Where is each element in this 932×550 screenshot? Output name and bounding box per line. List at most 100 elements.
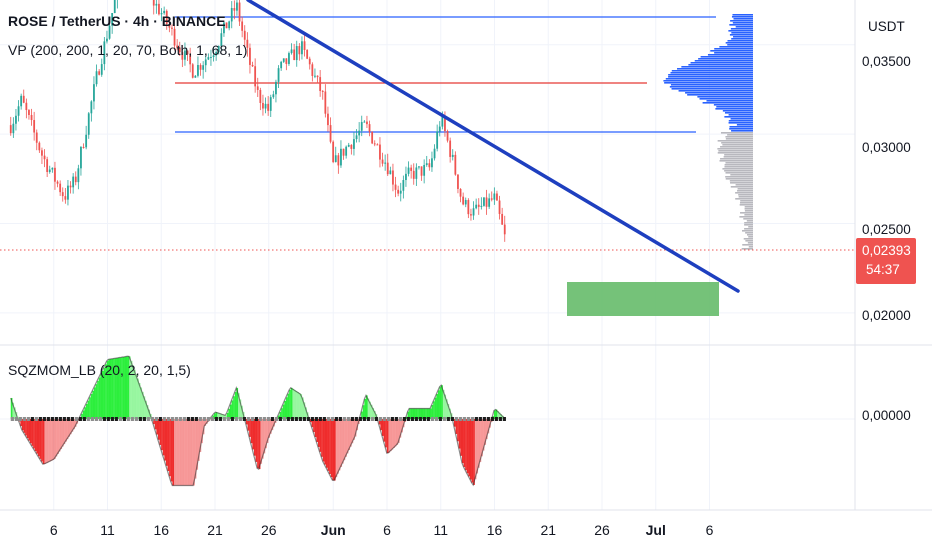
- volume-profile-bar-down: [744, 208, 753, 210]
- momentum-bar-positive: [439, 386, 442, 419]
- candle-down: [449, 140, 452, 157]
- candle-down: [251, 64, 254, 67]
- momentum-bar-negative: [175, 419, 178, 486]
- momentum-bar-positive: [297, 391, 299, 419]
- candle-down: [189, 54, 192, 65]
- volume-profile-bar-down: [724, 154, 753, 156]
- volume-profile-legend[interactable]: VP (200, 200, 1, 20, 70, Both, 1, 68, 1): [8, 42, 247, 58]
- candle-up: [80, 146, 82, 169]
- candle-up: [433, 148, 436, 159]
- time-tick: 6: [50, 522, 58, 538]
- squeeze-dot: [286, 417, 290, 421]
- candle-up: [399, 190, 402, 194]
- volume-profile-bar-down: [720, 158, 753, 160]
- momentum-bar-positive: [228, 408, 231, 419]
- volume-profile-bar-down: [737, 188, 753, 190]
- volume-profile-bar-up: [727, 44, 753, 46]
- momentum-bar-negative: [253, 419, 256, 456]
- squeeze-dot: [138, 417, 142, 421]
- candle-up: [280, 61, 283, 69]
- candle-down: [25, 102, 28, 111]
- candle-down: [241, 21, 244, 31]
- momentum-bar-negative: [191, 419, 194, 486]
- momentum-bar-negative: [252, 419, 255, 450]
- momentum-bar-negative: [69, 419, 72, 435]
- candle-down: [41, 150, 43, 156]
- squeeze-dot: [122, 417, 126, 421]
- momentum-bar-negative: [178, 419, 181, 486]
- volume-profile-bar-up: [665, 78, 753, 80]
- momentum-bar-negative: [156, 419, 159, 435]
- candle-up: [51, 167, 54, 170]
- momentum-bar-positive: [367, 398, 370, 419]
- candle-up: [355, 135, 358, 140]
- squeeze-dot: [290, 417, 294, 421]
- momentum-bar-negative: [338, 419, 341, 471]
- volume-profile-bar-up: [670, 72, 753, 74]
- squeeze-dot: [442, 417, 446, 421]
- momentum-bar-positive: [229, 404, 232, 419]
- volume-profile-bar-up: [697, 96, 753, 98]
- momentum-bar-negative: [354, 419, 357, 437]
- squeeze-momentum-legend[interactable]: SQZMOM_LB (20, 2, 20, 1,5): [8, 362, 191, 378]
- momentum-bar-positive: [85, 403, 88, 419]
- momentum-bar-negative: [388, 419, 391, 453]
- squeeze-dot: [458, 417, 462, 421]
- candle-up: [438, 126, 441, 132]
- momentum-bar-positive: [493, 410, 496, 419]
- momentum-bar-negative: [193, 419, 195, 486]
- candle-up: [103, 41, 106, 65]
- momentum-bar-positive: [89, 397, 91, 419]
- momentum-bar-negative: [28, 419, 31, 441]
- time-axis[interactable]: 6 11 16 21 26 Jun 6 11 16 21 26 Jul 6: [50, 522, 714, 538]
- momentum-bar-negative: [188, 419, 191, 486]
- volume-profile-bar-down: [737, 190, 753, 192]
- volume-profile-bar-down: [722, 168, 753, 170]
- candle-down: [98, 71, 101, 75]
- squeeze-dot: [422, 417, 426, 421]
- momentum-bar-negative: [394, 419, 397, 447]
- momentum-bar-negative: [164, 419, 167, 461]
- squeeze-dot: [82, 417, 86, 421]
- momentum-bar-positive: [437, 390, 440, 419]
- momentum-bar-negative: [314, 419, 317, 438]
- volume-profile-bar-down: [725, 138, 753, 140]
- squeeze-dot: [42, 417, 46, 421]
- candle-down: [56, 181, 59, 184]
- squeeze-dot: [50, 417, 54, 421]
- volume-profile-bar-down: [729, 180, 753, 182]
- momentum-bar-positive: [370, 404, 373, 419]
- momentum-bar-negative: [482, 419, 485, 451]
- momentum-bar-negative: [157, 419, 160, 440]
- momentum-bar-negative: [25, 419, 27, 436]
- momentum-bar-positive: [362, 405, 365, 419]
- volume-profile-bar-down: [717, 140, 753, 142]
- squeeze-dot: [314, 417, 318, 421]
- momentum-bar-positive: [290, 387, 293, 419]
- squeeze-dot: [130, 417, 134, 421]
- momentum-bar-negative: [261, 419, 264, 459]
- momentum-bar-negative: [311, 419, 314, 428]
- volume-profile-bar-down: [725, 136, 753, 138]
- symbol-legend[interactable]: ROSE / TetherUS · 4h · BINANCE: [8, 13, 226, 29]
- momentum-bar-negative: [460, 419, 463, 456]
- volume-profile-bar-up: [730, 20, 753, 22]
- downtrend-line[interactable]: [246, 0, 740, 293]
- momentum-bar-negative: [335, 419, 338, 478]
- candle-up: [48, 169, 51, 172]
- last-price-badge[interactable]: [856, 238, 916, 284]
- volume-profile-bar-down: [744, 206, 753, 208]
- volume-profile-bar-down: [741, 248, 753, 250]
- target-zone[interactable]: [567, 282, 719, 316]
- squeeze-dot: [30, 417, 34, 421]
- momentum-bar-negative: [194, 419, 197, 479]
- candle-down: [470, 214, 472, 216]
- momentum-bar-positive: [305, 407, 307, 419]
- momentum-bar-negative: [173, 419, 176, 486]
- candle-down: [165, 10, 168, 24]
- squeeze-dot: [262, 417, 266, 421]
- momentum-bar-negative: [33, 419, 35, 449]
- volume-profile-bar-up: [729, 34, 753, 36]
- squeeze-dot: [390, 417, 394, 421]
